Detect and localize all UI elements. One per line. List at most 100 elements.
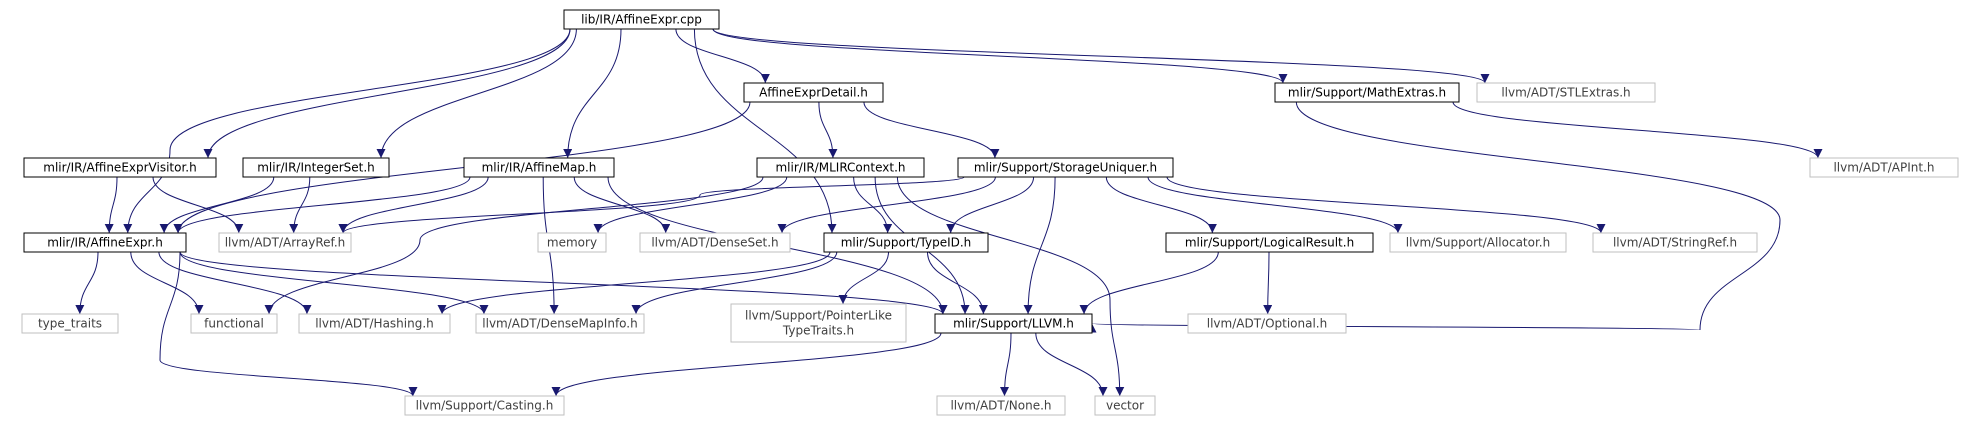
edge-n16-to-n20 xyxy=(1147,176,1403,234)
edge-n0-to-n22 xyxy=(203,28,571,159)
node-llvm-adt-stringref-h: llvm/ADT/StringRef.h xyxy=(1592,232,1758,253)
node-box xyxy=(242,157,390,178)
edge-n12-to-n8 xyxy=(264,176,764,315)
node-label: llvm/ADT/DenseMapInfo.h xyxy=(482,317,637,331)
node-mlir-ir-affineexpr-h[interactable]: mlir/IR/AffineExpr.h xyxy=(23,232,187,253)
node-box xyxy=(1094,395,1156,416)
node-vector: vector xyxy=(1094,395,1156,416)
edge-n22-to-n1 xyxy=(104,176,118,234)
node-type-traits: type_traits xyxy=(21,313,119,334)
node-label: llvm/ADT/ArrayRef.h xyxy=(225,236,346,250)
node-label: mlir/Support/LLVM.h xyxy=(953,317,1074,331)
node-mlir-ir-affinemap-h[interactable]: mlir/IR/AffineMap.h xyxy=(463,157,615,178)
node-box xyxy=(475,313,645,334)
node-label: mlir/Support/TypeID.h xyxy=(841,236,972,250)
node-label: mlir/Support/MathExtras.h xyxy=(1288,86,1446,100)
node-box xyxy=(1389,232,1567,253)
node-label: llvm/ADT/StringRef.h xyxy=(1613,236,1737,250)
edge-n0-to-n25 xyxy=(712,28,1288,84)
node-box xyxy=(934,313,1093,334)
node-label: lib/IR/AffineExpr.cpp xyxy=(581,13,702,27)
node-box xyxy=(23,157,217,178)
node-label: mlir/IR/AffineExpr.h xyxy=(47,236,163,250)
edge-n16-to-n18 xyxy=(1105,176,1217,234)
edge-n0-to-n27 xyxy=(712,28,1490,84)
node-label: mlir/IR/IntegerSet.h xyxy=(257,161,375,175)
edge-n1-to-n4 xyxy=(179,251,948,315)
node-box xyxy=(218,232,352,253)
node-mlir-ir-integerset-h[interactable]: mlir/IR/IntegerSet.h xyxy=(242,157,390,178)
node-llvm-adt-apint-h: llvm/ADT/APInt.h xyxy=(1809,157,1959,178)
node-label: TypeTraits.h xyxy=(782,324,854,338)
edge-n16-to-n13 xyxy=(946,176,1035,234)
node-label: vector xyxy=(1106,399,1144,413)
node-lib-ir-affineexpr-cpp[interactable]: lib/IR/AffineExpr.cpp xyxy=(563,9,720,30)
edge-n0-to-n11 xyxy=(675,28,770,84)
edge-n13-to-n14 xyxy=(838,251,889,305)
edge-n12-to-n13 xyxy=(853,176,893,234)
edge-n1-to-n8 xyxy=(130,251,204,315)
edge-n13-to-n3 xyxy=(631,251,838,315)
edge-n4-to-n6 xyxy=(551,332,942,397)
node-mlir-ir-mlircontext-h[interactable]: mlir/IR/MLIRContext.h xyxy=(756,157,925,178)
node-box xyxy=(823,232,989,253)
edge-n23-to-n17 xyxy=(573,176,671,234)
edge-n16-to-n17 xyxy=(777,176,996,234)
node-llvm-support-allocator-h: llvm/Support/Allocator.h xyxy=(1389,232,1567,253)
node-mlir-support-typeid-h[interactable]: mlir/Support/TypeID.h xyxy=(823,232,989,253)
node-label: type_traits xyxy=(38,317,102,331)
node-mlir-support-logicalresult-h[interactable]: mlir/Support/LogicalResult.h xyxy=(1165,232,1374,253)
node-label: llvm/Support/PointerLike xyxy=(745,309,892,323)
edge-n24-to-n1 xyxy=(159,176,275,234)
edge-n24-to-n2 xyxy=(289,176,311,234)
node-functional: functional xyxy=(190,313,278,334)
node-llvm-adt-arrayref-h: llvm/ADT/ArrayRef.h xyxy=(218,232,352,253)
node-mlir-support-mathextras-h[interactable]: mlir/Support/MathExtras.h xyxy=(1274,82,1460,103)
node-label: mlir/Support/StorageUniquer.h xyxy=(974,161,1157,175)
edge-n0-to-n23 xyxy=(563,28,622,159)
edge-n23-to-n1 xyxy=(173,176,471,234)
node-mlir-support-storageuniquer-h[interactable]: mlir/Support/StorageUniquer.h xyxy=(957,157,1174,178)
node-label: llvm/ADT/None.h xyxy=(950,399,1051,413)
node-label: llvm/ADT/STLExtras.h xyxy=(1501,86,1630,100)
edge-n25-to-n26 xyxy=(1452,101,1823,159)
node-affineexprdetail-h[interactable]: AffineExprDetail.h xyxy=(743,82,884,103)
edge-n0-to-n24 xyxy=(376,28,577,159)
node-box xyxy=(404,395,565,416)
node-llvm-adt-none-h: llvm/ADT/None.h xyxy=(936,395,1066,416)
node-label: llvm/Support/Allocator.h xyxy=(1406,236,1550,250)
node-memory: memory xyxy=(537,232,607,253)
edge-n16-to-n4 xyxy=(1023,176,1056,315)
edge-n4-to-n5 xyxy=(1000,332,1012,397)
edge-n12-to-n15 xyxy=(593,176,788,234)
node-box xyxy=(743,82,884,103)
node-llvm-support-casting-h: llvm/Support/Casting.h xyxy=(404,395,565,416)
node-label: llvm/ADT/DenseSet.h xyxy=(651,236,778,250)
edge-n4-to-n7 xyxy=(1035,332,1108,397)
edge-n22-to-n2 xyxy=(152,176,244,234)
edge-n0-to-n1 xyxy=(123,28,571,234)
node-box xyxy=(756,157,925,178)
node-mlir-ir-affineexprvisitor-h[interactable]: mlir/IR/AffineExprVisitor.h xyxy=(23,157,217,178)
edge-n11-to-n16 xyxy=(863,101,1000,159)
node-box xyxy=(563,9,720,30)
node-box xyxy=(936,395,1066,416)
node-label: llvm/ADT/Optional.h xyxy=(1207,317,1327,331)
edge-n18-to-n4 xyxy=(1079,251,1219,315)
node-mlir-support-llvm-h[interactable]: mlir/Support/LLVM.h xyxy=(934,313,1093,334)
node-box xyxy=(639,232,791,253)
edge-n13-to-n4 xyxy=(927,251,988,315)
edge-n1-to-n9 xyxy=(158,251,312,315)
node-box xyxy=(1187,313,1347,334)
node-box xyxy=(298,313,451,334)
node-box xyxy=(1476,82,1656,103)
nodes-layer: lib/IR/AffineExpr.cpp mlir/IR/AffineExpr.… xyxy=(21,9,1959,416)
node-box xyxy=(1274,82,1460,103)
node-llvm-adt-stlextras-h: llvm/ADT/STLExtras.h xyxy=(1476,82,1656,103)
node-label: mlir/IR/AffineExprVisitor.h xyxy=(43,161,196,175)
node-box xyxy=(1165,232,1374,253)
node-box xyxy=(21,313,119,334)
edge-n1-to-n6 xyxy=(159,251,418,397)
node-box xyxy=(463,157,615,178)
